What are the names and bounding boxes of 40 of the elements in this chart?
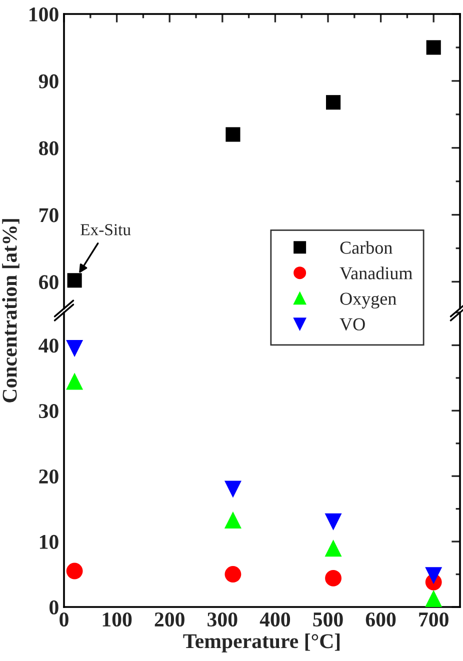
point	[224, 566, 242, 582]
y-tick-label: 0	[50, 600, 58, 614]
point	[224, 480, 242, 498]
legend-label: VO	[340, 318, 365, 330]
point	[425, 567, 442, 584]
point	[425, 590, 442, 607]
y-tick-label: 10	[40, 534, 58, 549]
legend-label: Oxygen	[340, 292, 396, 309]
legend-label: Vanadium	[340, 266, 412, 280]
x-axis-title: Temperature [°C]	[183, 634, 340, 652]
y-tick-label: 100	[30, 7, 58, 22]
y-tick-label: 30	[39, 404, 58, 418]
point	[325, 570, 342, 586]
point	[224, 511, 242, 528]
x-tick-label: 400	[260, 612, 290, 627]
x-tick-label: 300	[208, 612, 238, 627]
x-tick-label: 100	[102, 612, 132, 627]
annotation: Ex-Situ	[80, 224, 131, 236]
point	[67, 273, 82, 288]
y-tick-label: 90	[38, 74, 58, 88]
point	[324, 513, 342, 530]
x-tick-label: 700	[419, 612, 448, 627]
point	[324, 540, 342, 557]
legend-label: Carbon	[340, 241, 392, 254]
point	[426, 40, 441, 55]
y-tick-label: 60	[39, 275, 58, 290]
x-tick-label: 0	[60, 612, 68, 627]
y-tick-label: 70	[39, 208, 58, 222]
point	[66, 562, 83, 580]
x-tick-label: 600	[366, 612, 396, 627]
x-tick-label: 500	[313, 612, 343, 627]
point	[226, 127, 240, 142]
y-tick-label: 80	[39, 141, 58, 156]
point	[326, 95, 341, 110]
point	[66, 340, 84, 357]
y-tick-label: 20	[39, 469, 58, 484]
x-tick-label: 200	[154, 612, 184, 627]
point	[66, 372, 84, 390]
y-tick-label: 40	[38, 338, 58, 353]
y-axis-title: Concentration [at%]	[2, 219, 20, 402]
